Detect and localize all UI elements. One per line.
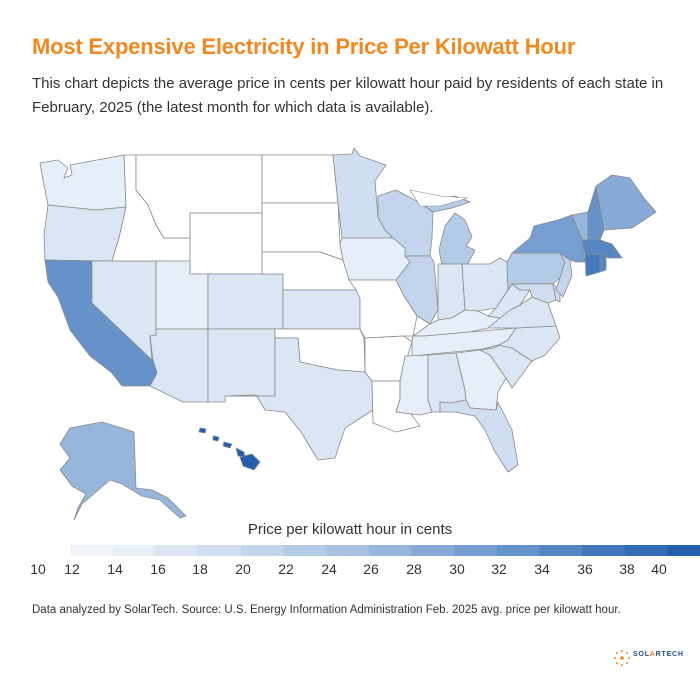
legend-swatch xyxy=(581,545,625,556)
legend-tick-label: 40 xyxy=(651,561,667,577)
legend-tick-label: 16 xyxy=(150,561,166,577)
legend-tick-label: 24 xyxy=(321,561,337,577)
legend-swatch xyxy=(240,545,284,556)
legend-tick-label: 18 xyxy=(192,561,208,577)
legend-title: Price per kilowatt hour in cents xyxy=(247,521,453,538)
legend-swatch xyxy=(496,545,540,556)
legend-tick-label: 32 xyxy=(491,561,507,577)
legend-tick-label: 36 xyxy=(577,561,593,577)
state-ND[interactable] xyxy=(261,154,339,204)
state-KS[interactable] xyxy=(282,289,361,330)
legend-tick-label: 34 xyxy=(534,561,550,577)
legend-swatch xyxy=(368,545,412,556)
state-CT[interactable] xyxy=(584,253,601,277)
legend-swatch xyxy=(155,545,198,556)
legend-tick-label: 22 xyxy=(278,561,294,577)
legend-swatch xyxy=(453,545,497,556)
legend-tick-label: 38 xyxy=(619,561,635,577)
legend-tick-label: 20 xyxy=(235,561,251,577)
state-IA[interactable] xyxy=(339,237,411,281)
state-WA[interactable] xyxy=(39,154,127,211)
state-MN[interactable] xyxy=(332,147,394,239)
legend-tick-label: 26 xyxy=(363,561,379,577)
brand-name: SOLARTECH xyxy=(633,651,684,658)
state-SD[interactable] xyxy=(261,202,344,261)
legend-swatch xyxy=(197,545,241,556)
legend-tick-label: 30 xyxy=(449,561,465,577)
legend-swatch xyxy=(411,545,454,556)
chart-subtitle: This chart depicts the average price in … xyxy=(32,75,664,116)
state-CO[interactable] xyxy=(207,273,284,330)
state-OR[interactable] xyxy=(43,204,127,262)
legend-swatch xyxy=(283,545,326,556)
state-RI[interactable] xyxy=(599,253,607,273)
legend-swatch xyxy=(539,545,582,556)
chart-title: Most Expensive Electricity in Price Per … xyxy=(32,34,576,59)
us-choropleth-map xyxy=(39,147,657,520)
state-TX[interactable] xyxy=(224,337,374,461)
legend-swatch xyxy=(70,545,113,556)
state-ME[interactable] xyxy=(595,174,657,231)
legend-swatch xyxy=(667,545,700,556)
source-note: Data analyzed by SolarTech. Source: U.S.… xyxy=(32,604,621,616)
state-AZ[interactable] xyxy=(149,328,209,403)
state-NM[interactable] xyxy=(207,328,276,403)
legend-swatch xyxy=(325,545,369,556)
legend-color-scale xyxy=(70,545,700,556)
legend-tick-label: 14 xyxy=(107,561,123,577)
state-FL[interactable] xyxy=(439,399,519,473)
great-lakes xyxy=(409,189,469,207)
state-IL[interactable] xyxy=(395,255,439,325)
solartech-logo-icon xyxy=(614,650,630,666)
state-NC[interactable] xyxy=(479,325,561,362)
legend-tick-label: 12 xyxy=(64,561,80,577)
state-AK[interactable] xyxy=(59,421,187,520)
legend-tick-label: 10 xyxy=(30,561,46,577)
legend-swatch xyxy=(624,545,668,556)
state-HI[interactable] xyxy=(198,427,261,471)
legend-tick-label: 28 xyxy=(406,561,422,577)
state-NH[interactable] xyxy=(587,185,605,241)
lake-superior xyxy=(409,189,469,207)
legend-swatch xyxy=(112,545,156,556)
state-IN[interactable] xyxy=(437,263,466,321)
state-WY[interactable] xyxy=(189,212,263,275)
